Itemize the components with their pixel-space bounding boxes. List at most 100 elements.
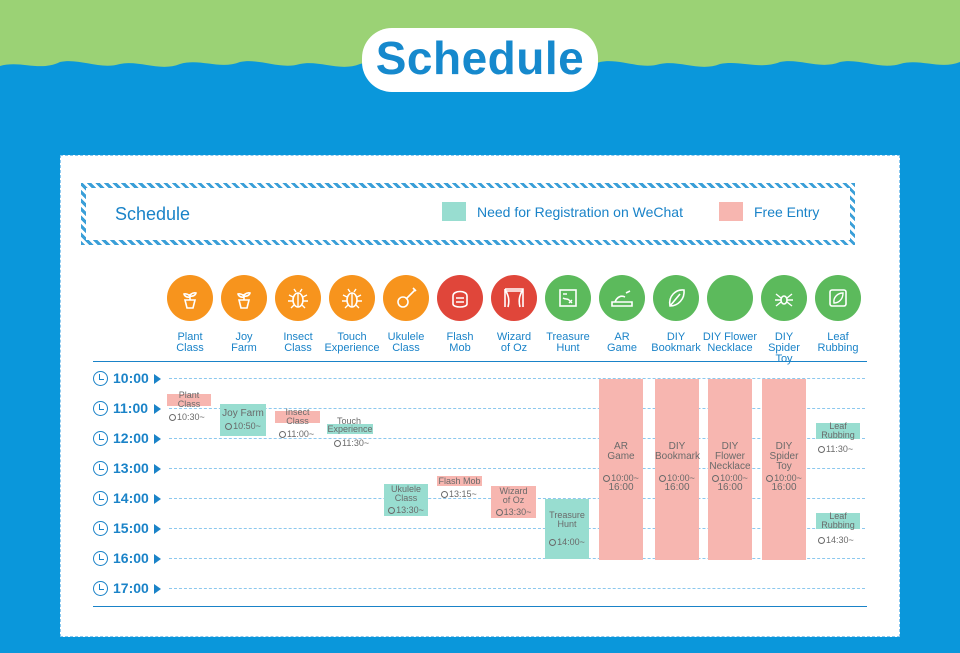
clock-icon [818, 537, 825, 544]
arrow-right-icon [154, 404, 161, 414]
free-entry-legend-label: Free Entry [754, 204, 820, 220]
time-row: 17:00 [93, 581, 867, 597]
clock-icon [93, 461, 108, 476]
stage-curtain-icon [491, 275, 537, 321]
clock-icon [495, 509, 503, 516]
activity-label: Ukulele Class [387, 331, 425, 354]
header-divider [93, 361, 867, 362]
activity-label: Flash Mob [446, 331, 474, 354]
leaf-rubbing-icon [815, 275, 861, 321]
beetle-icon [275, 275, 321, 321]
leaf-rubbing-block-1[interactable]: Leaf Rubbing [816, 422, 860, 440]
insect-class-time: 11:00~ [279, 429, 314, 439]
footer-divider [93, 606, 867, 607]
time-row: 16:00 [93, 551, 867, 567]
ukulele-icon [383, 275, 429, 321]
time-label: 13:00 [113, 460, 149, 476]
activity-label: DIY Flower Necklace [702, 331, 758, 354]
diy-bookmark-block[interactable]: DIY Bookmark 10:00~ 16:00 [655, 379, 700, 560]
activity-label: Wizard of Oz [496, 331, 532, 354]
registration-swatch [442, 202, 466, 221]
ukulele-class-block[interactable]: Ukulele Class 13:30~ [384, 484, 428, 516]
leaf-rubbing-block-2[interactable]: Leaf Rubbing [816, 512, 860, 530]
free-entry-swatch [719, 202, 743, 221]
plant-class-block[interactable]: Plant Class [167, 391, 211, 409]
diy-spider-toy-block[interactable]: DIY Spider Toy 10:00~ 16:00 [762, 379, 806, 560]
time-row: 10:00 [93, 371, 867, 387]
clock-icon [603, 475, 611, 482]
potted-plant-icon [221, 275, 267, 321]
clock-icon [279, 431, 286, 438]
treasure-map-icon [545, 275, 591, 321]
activity-label: DIY Spider Toy [768, 331, 800, 365]
time-label: 17:00 [113, 580, 149, 596]
clock-icon [441, 491, 448, 498]
flash-mob-time: 13:15~ [441, 489, 477, 499]
touch-experience-title: Touch [337, 416, 362, 426]
activity-label: Leaf Rubbing [817, 331, 859, 354]
flash-mob-block[interactable]: Flash Mob [437, 475, 482, 486]
clock-icon [93, 401, 108, 416]
wizard-of-oz-block[interactable]: Wizard of Oz 13:30~ [491, 486, 536, 518]
arrow-right-icon [154, 584, 161, 594]
joy-farm-block[interactable]: Joy Farm 10:50~ [220, 404, 266, 436]
arrow-right-icon [154, 524, 161, 534]
time-label: 12:00 [113, 430, 149, 446]
legend-title: Schedule [115, 204, 191, 224]
clock-icon [93, 491, 108, 506]
clock-icon [659, 475, 667, 482]
activity-label: Plant Class [176, 331, 204, 354]
registration-legend-label: Need for Registration on WeChat [477, 204, 683, 220]
time-row: 15:00 [93, 521, 867, 537]
diy-flower-necklace-block[interactable]: DIY Flower Necklace 10:00~ 16:00 [708, 379, 752, 560]
clock-icon [169, 414, 176, 421]
beetle-icon [329, 275, 375, 321]
arrow-right-icon [154, 554, 161, 564]
clock-icon [388, 507, 396, 514]
masked-face-icon [437, 275, 483, 321]
time-label: 15:00 [113, 520, 149, 536]
ar-game-block[interactable]: AR Game 10:00~ 16:00 [599, 379, 643, 560]
spider-icon [761, 275, 807, 321]
flower-necklace-icon [707, 275, 753, 321]
activity-label: Touch Experience [324, 331, 380, 354]
arrow-right-icon [154, 374, 161, 384]
leaf-rubbing-time-2: 14:30~ [818, 535, 854, 545]
treasure-hunt-block[interactable]: Treasure Hunt 14:00~ [545, 499, 589, 559]
activity-label: DIY Bookmark [651, 331, 701, 354]
time-label: 14:00 [113, 490, 149, 506]
activity-label: Treasure Hunt [546, 331, 590, 354]
clock-icon [766, 475, 774, 482]
touch-experience-time: 11:30~ [334, 438, 369, 448]
page-title: Schedule [0, 28, 960, 92]
schedule-card: Schedule Need for Registration on WeChat… [60, 155, 900, 637]
time-label: 10:00 [113, 370, 149, 386]
time-row: 12:00 [93, 431, 867, 447]
leaf-icon [653, 275, 699, 321]
potted-plant-icon [167, 275, 213, 321]
touch-experience-block[interactable]: Experience [327, 423, 373, 434]
activity-label: Insect Class [283, 331, 313, 354]
clock-icon [93, 581, 108, 596]
clock-icon [93, 521, 108, 536]
clock-icon [93, 551, 108, 566]
insect-class-block[interactable]: Insect Class [275, 408, 320, 426]
arrow-right-icon [154, 434, 161, 444]
clock-icon [93, 431, 108, 446]
clock-icon [712, 475, 720, 482]
time-label: 11:00 [113, 400, 149, 416]
time-row: 13:00 [93, 461, 867, 477]
sandbox-icon [599, 275, 645, 321]
legend-bar: Schedule Need for Registration on WeChat… [81, 183, 855, 245]
leaf-rubbing-time-1: 11:30~ [818, 444, 853, 454]
activity-label: Joy Farm [231, 331, 257, 354]
clock-icon [334, 440, 341, 447]
time-row: 11:00 [93, 401, 867, 417]
plant-class-time: 10:30~ [169, 412, 205, 422]
clock-icon [549, 539, 557, 546]
activity-label: AR Game [607, 331, 637, 354]
time-label: 16:00 [113, 550, 149, 566]
arrow-right-icon [154, 494, 161, 504]
clock-icon [818, 446, 825, 453]
arrow-right-icon [154, 464, 161, 474]
